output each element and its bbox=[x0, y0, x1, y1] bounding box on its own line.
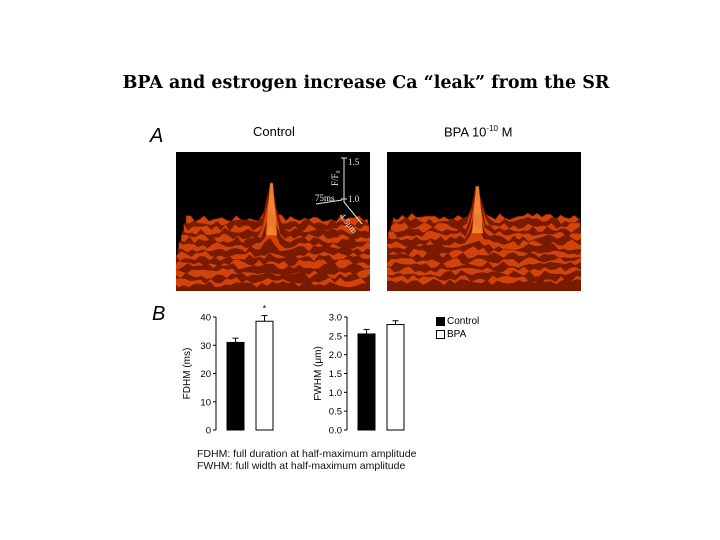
control-spark-surface: 1.5 1.0 F/F₀ 75ms 4.5μm bbox=[176, 152, 370, 291]
fdhm-y-label: FDHM (ms) bbox=[182, 348, 193, 400]
legend-label-control: Control bbox=[447, 316, 480, 327]
fdhm-tick-label-3: 30 bbox=[200, 341, 211, 352]
fwhm-tick-label-4: 2.0 bbox=[329, 350, 342, 361]
fdhm-tick-label-4: 40 bbox=[200, 313, 211, 324]
legend: Control BPA bbox=[436, 315, 479, 341]
slide-title: BPA and estrogen increase Ca “leak” from… bbox=[122, 73, 610, 93]
control-spark-peak bbox=[266, 183, 277, 236]
fwhm-bar-bpa bbox=[386, 324, 405, 431]
bpa-surface-plot bbox=[387, 152, 581, 291]
legend-item-control: Control bbox=[436, 315, 479, 328]
scale-space-line bbox=[343, 201, 363, 225]
bpa-image-title: BPA 10-10 M bbox=[444, 124, 512, 139]
scale-z-label: F/F₀ bbox=[330, 170, 340, 186]
scale-time-label: 75ms bbox=[315, 193, 335, 203]
scale-time-line bbox=[315, 199, 343, 205]
fwhm-tick-label-5: 2.5 bbox=[329, 331, 342, 342]
bpa-title-unit: M bbox=[497, 124, 513, 140]
legend-label-bpa: BPA bbox=[447, 329, 467, 340]
panel-a-letter: A bbox=[150, 125, 164, 147]
legend-item-bpa: BPA bbox=[436, 328, 479, 341]
bpa-spark-peak bbox=[472, 186, 483, 234]
fdhm-bar-bpa bbox=[255, 320, 274, 431]
bpa-spark-surface bbox=[387, 152, 581, 291]
bpa-title-exponent: -10 bbox=[486, 124, 498, 133]
fdhm-significance-1: * bbox=[263, 305, 267, 314]
fdhm-tick-label-1: 10 bbox=[200, 397, 211, 408]
control-surface-row-15 bbox=[176, 280, 370, 291]
fwhm-tick-label-0: 0.0 bbox=[329, 426, 342, 437]
bpa-surface-row-15 bbox=[387, 278, 581, 291]
fwhm-tick-label-6: 3.0 bbox=[329, 313, 342, 324]
scale-z-tick-label-bottom: 1.0 bbox=[348, 194, 360, 204]
legend-swatch-control bbox=[436, 317, 445, 326]
fwhm-tick-label-3: 1.5 bbox=[329, 369, 342, 380]
fwhm-bar-control bbox=[357, 333, 376, 431]
bpa-surface-row-1 bbox=[391, 188, 580, 231]
fwhm-tick-label-1: 0.5 bbox=[329, 407, 342, 418]
fdhm-bar-control bbox=[226, 341, 245, 431]
fdhm-tick-label-2: 20 bbox=[200, 369, 211, 380]
fwhm-tick-label-2: 1.0 bbox=[329, 388, 342, 399]
panel-b-letter: B bbox=[152, 303, 166, 325]
control-image-title: Control bbox=[253, 124, 295, 139]
bpa-title-base: BPA 10 bbox=[444, 124, 487, 140]
fwhm-y-label: FWHM (μm) bbox=[313, 346, 324, 401]
footnote-fdhm: FDHM: full duration at half-maximum ampl… bbox=[197, 448, 417, 460]
footnote: FDHM: full duration at half-maximum ampl… bbox=[197, 448, 416, 472]
scale-z-tick-label-top: 1.5 bbox=[348, 157, 360, 167]
legend-swatch-bpa bbox=[436, 330, 445, 339]
footnote-fwhm: FWHM: full width at half-maximum amplitu… bbox=[197, 460, 406, 472]
fwhm-bar-chart: 0.0 0.5 1.0 1.5 2.0 2.5 3.0 FWHM (μm) bbox=[313, 313, 405, 437]
bpa-surface-row-5 bbox=[387, 213, 581, 249]
fdhm-bar-chart: 0 10 20 30 40 FDHM (ms) * bbox=[182, 305, 274, 437]
fdhm-tick-label-0: 0 bbox=[206, 426, 211, 437]
